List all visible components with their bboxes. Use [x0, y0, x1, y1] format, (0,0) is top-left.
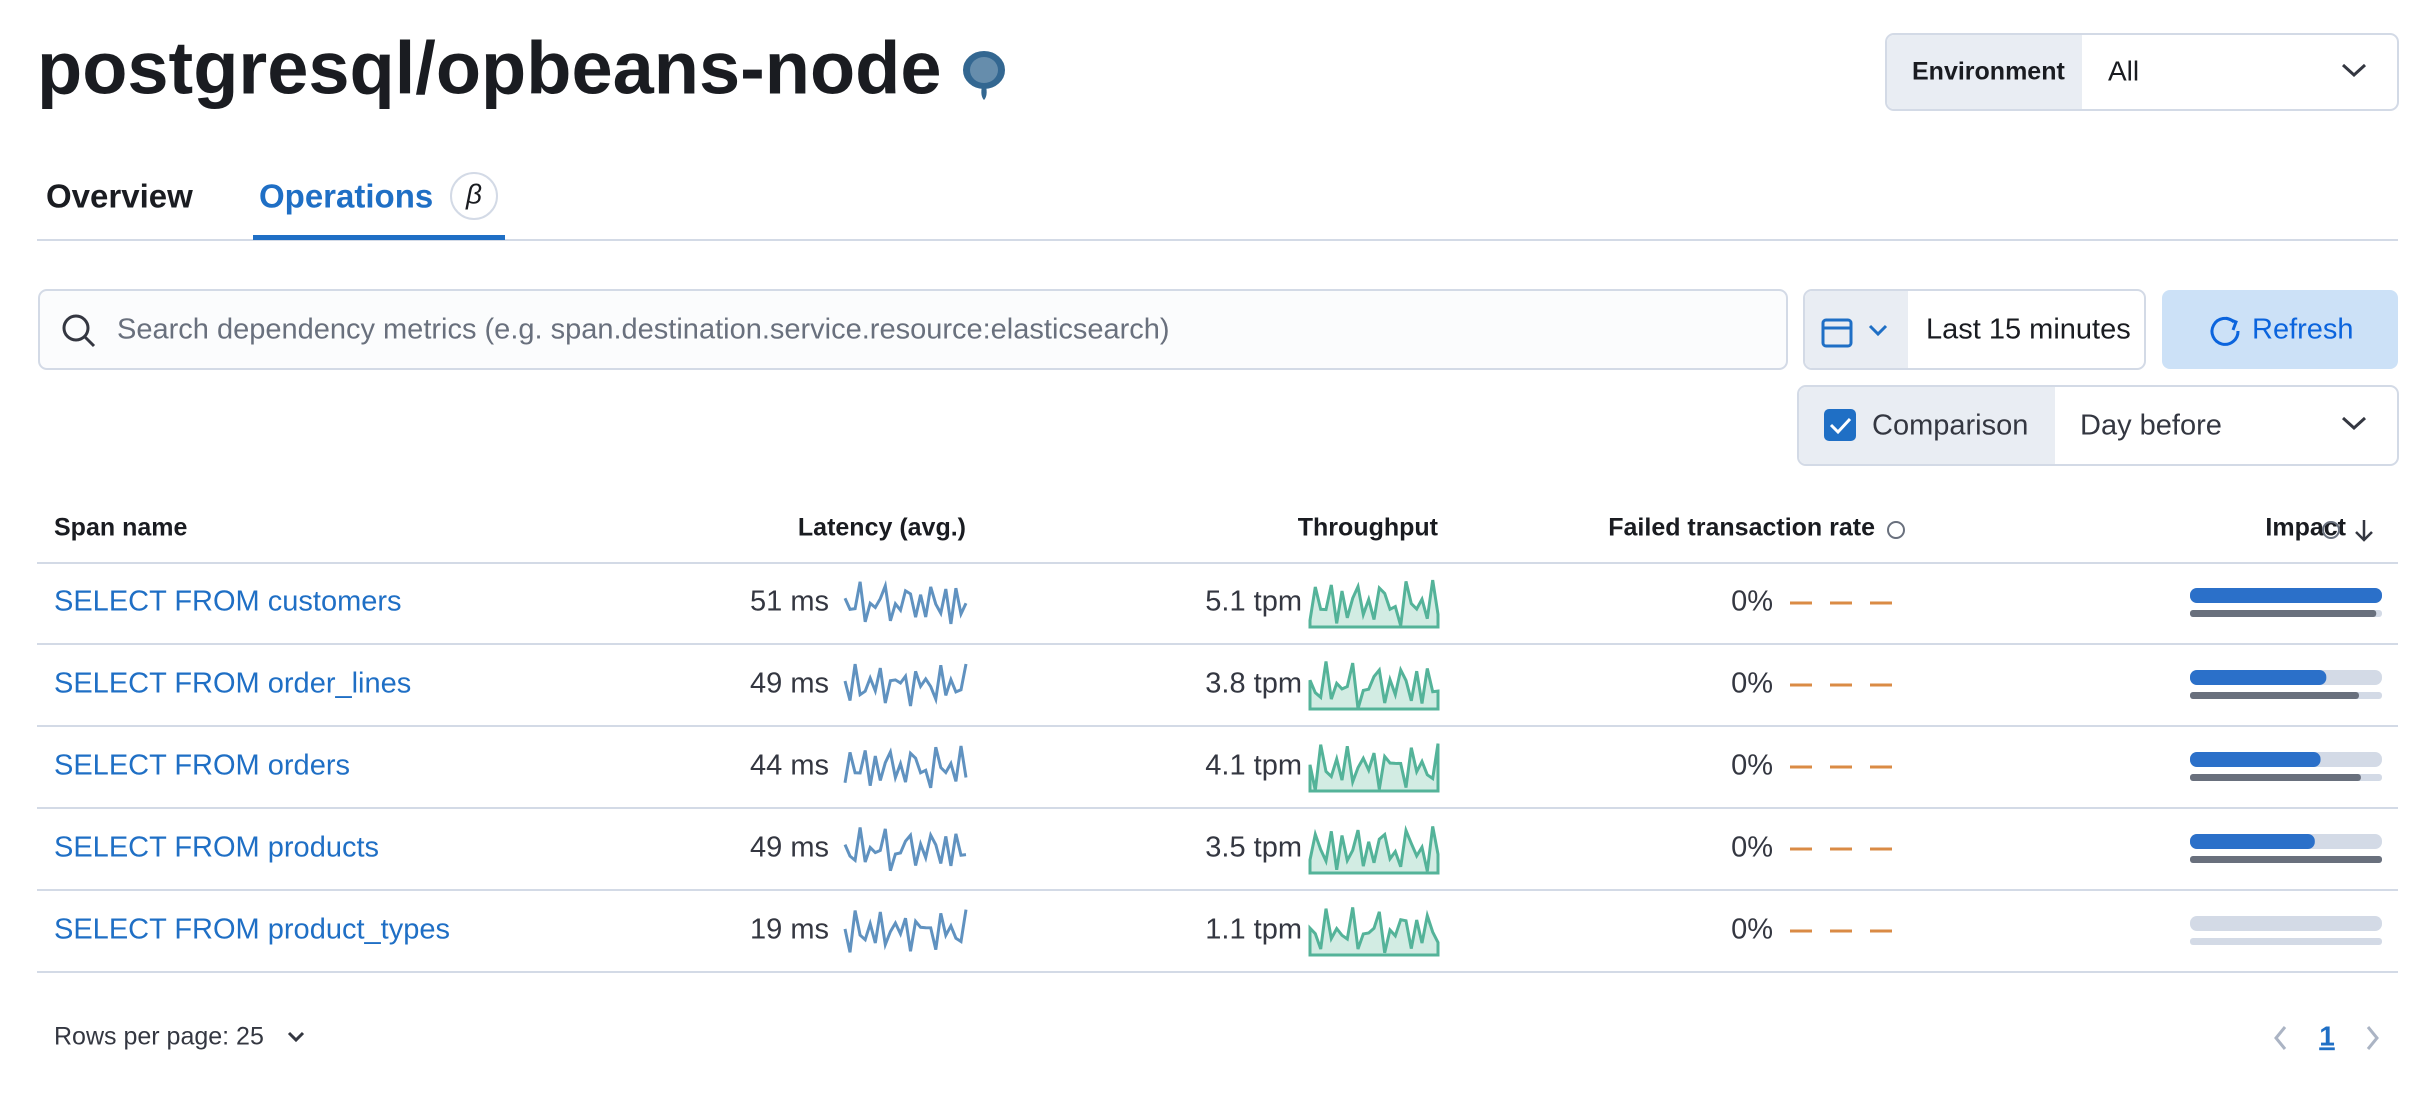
column-header: Failed transaction rate — [1608, 514, 1875, 542]
column-header: Latency (avg.) — [798, 514, 966, 542]
sort-icon — [2355, 520, 2373, 542]
impact-bar — [2190, 834, 2315, 849]
throughput-sparkline — [1308, 579, 1440, 629]
rows-chevron[interactable] — [287, 1031, 305, 1043]
column-header: Span name — [54, 514, 187, 542]
next-page[interactable] — [2366, 1026, 2379, 1050]
throughput: 3.8 tpm — [1205, 668, 1302, 700]
impact-bar — [2190, 670, 2327, 685]
date-picker[interactable]: Last 15 minutes — [1803, 289, 2146, 370]
tab[interactable]: Overview — [46, 178, 193, 215]
throughput-sparkline — [1308, 824, 1440, 875]
latency-sparkline — [843, 745, 968, 789]
latency: 19 ms — [750, 914, 829, 946]
latency: 49 ms — [750, 832, 829, 864]
date-range: Last 15 minutes — [1926, 314, 2131, 346]
beta-label: β — [465, 178, 482, 209]
environment-value: All — [2108, 55, 2139, 86]
latency-sparkline — [843, 579, 968, 625]
latency-sparkline — [843, 909, 968, 953]
postgres-icon — [961, 49, 1007, 100]
comparison-value: Day before — [2080, 410, 2222, 442]
throughput: 5.1 tpm — [1205, 586, 1302, 618]
span-name[interactable]: SELECT FROM products — [54, 832, 379, 864]
throughput-sparkline — [1308, 661, 1440, 711]
span-name[interactable]: SELECT FROM customers — [54, 586, 402, 618]
latency-sparkline — [843, 663, 968, 707]
refresh-button[interactable]: Refresh — [2162, 290, 2398, 369]
comparison-control[interactable]: Comparison Day before — [1797, 385, 2399, 466]
span-name[interactable]: SELECT FROM product_types — [54, 914, 450, 946]
tab-underline — [253, 235, 505, 240]
refresh-label: Refresh — [2252, 314, 2354, 346]
failed-rate: 0% — [1731, 586, 1773, 618]
environment-label: Environment — [1912, 58, 2065, 86]
comparison-label: Comparison — [1872, 410, 2028, 442]
page-number[interactable]: 1 — [2319, 1020, 2335, 1051]
latency-sparkline — [843, 827, 967, 872]
latency: 49 ms — [750, 668, 829, 700]
impact-track — [2190, 916, 2382, 931]
environment-select[interactable]: Environment All — [1885, 33, 2399, 111]
impact-comparison-bar — [2190, 856, 2382, 863]
throughput-sparkline — [1308, 743, 1440, 793]
throughput-sparkline — [1308, 907, 1440, 957]
help-icon — [2322, 521, 2340, 539]
latency: 44 ms — [750, 750, 829, 782]
failed-rate: 0% — [1731, 832, 1773, 864]
span-name[interactable]: SELECT FROM order_lines — [54, 668, 411, 700]
prev-page[interactable] — [2274, 1026, 2287, 1050]
impact-bar — [2190, 588, 2382, 603]
span-name[interactable]: SELECT FROM orders — [54, 750, 350, 782]
latency: 51 ms — [750, 586, 829, 618]
page-title: postgresql/opbeans-node — [37, 27, 942, 110]
impact-comparison-bar — [2190, 610, 2377, 617]
impact-bar — [2190, 752, 2321, 767]
impact-comparison-bar — [2190, 774, 2361, 781]
throughput: 4.1 tpm — [1205, 750, 1302, 782]
help-icon — [1887, 521, 1905, 539]
failed-rate: 0% — [1731, 668, 1773, 700]
tab-active[interactable]: Operations — [259, 178, 433, 215]
search-bar[interactable]: Search dependency metrics (e.g. span.des… — [38, 289, 1788, 370]
rows-per-page[interactable]: Rows per page: 25 — [54, 1023, 264, 1051]
beta-badge — [450, 172, 498, 220]
impact-comparison-track — [2190, 938, 2382, 945]
column-header: Throughput — [1298, 514, 1439, 542]
throughput: 3.5 tpm — [1205, 832, 1302, 864]
throughput: 1.1 tpm — [1205, 914, 1302, 946]
failed-rate: 0% — [1731, 750, 1773, 782]
search-placeholder: Search dependency metrics (e.g. span.des… — [117, 314, 1170, 346]
failed-rate: 0% — [1731, 914, 1773, 946]
impact-comparison-bar — [2190, 692, 2359, 699]
